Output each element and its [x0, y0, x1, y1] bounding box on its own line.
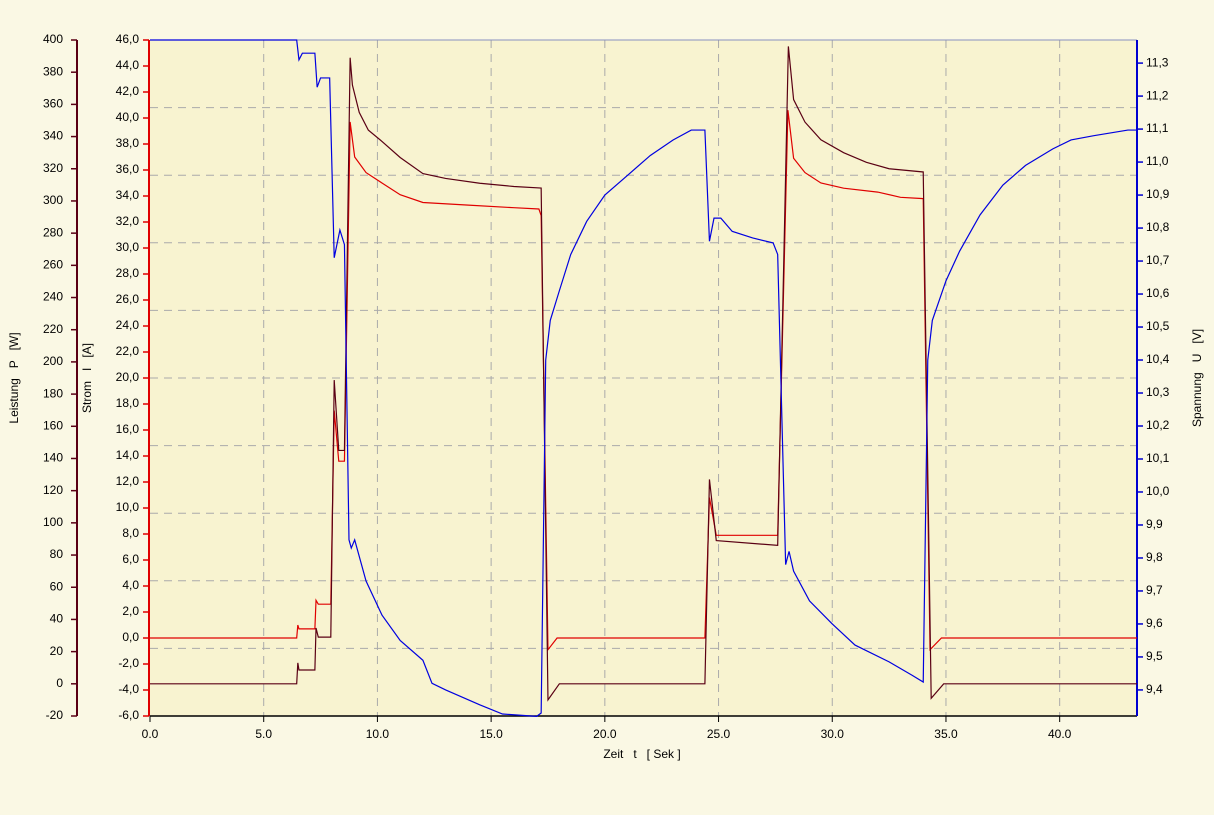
- y-tick-label: 140: [43, 451, 63, 465]
- y-tick-label: 8,0: [122, 526, 139, 540]
- y-tick-label: 20,0: [116, 370, 140, 384]
- y-tick-label: 100: [43, 515, 63, 529]
- y-tick-label: 300: [43, 193, 63, 207]
- y-tick-label: 18,0: [116, 396, 140, 410]
- y-tick-label: 340: [43, 129, 63, 143]
- y-tick-label: 9,9: [1146, 517, 1163, 531]
- y-tick-label: 60: [50, 579, 64, 593]
- y-axis-label: Spannung U [V]: [1190, 329, 1204, 427]
- y-tick-label: 9,5: [1146, 649, 1163, 663]
- y-tick-label: 10,8: [1146, 220, 1170, 234]
- y-tick-label: 220: [43, 322, 63, 336]
- y-tick-label: 11,1: [1146, 121, 1169, 135]
- y-tick-label: 44,0: [116, 58, 140, 72]
- y-tick-label: 4,0: [122, 578, 139, 592]
- x-tick-label: 5.0: [255, 727, 272, 741]
- y-tick-label: 320: [43, 161, 63, 175]
- y-tick-label: 2,0: [122, 604, 139, 618]
- y-tick-label: 22,0: [116, 344, 140, 358]
- y-tick-label: 200: [43, 354, 63, 368]
- y-tick-label: 10,6: [1146, 286, 1170, 300]
- x-tick-label: 0.0: [142, 727, 159, 741]
- y-tick-label: -4,0: [118, 682, 139, 696]
- series-line: [150, 39, 1137, 717]
- y-tick-label: 38,0: [116, 136, 140, 150]
- y-tick-label: 11,3: [1146, 55, 1169, 69]
- y-tick-label: 36,0: [116, 162, 140, 176]
- y-tick-label: 380: [43, 64, 63, 78]
- y-tick-label: 12,0: [116, 474, 140, 488]
- y-tick-label: 9,8: [1146, 550, 1163, 564]
- y-tick-label: 240: [43, 290, 63, 304]
- y-tick-label: 40: [50, 612, 64, 626]
- x-tick-label: 15.0: [479, 727, 503, 741]
- y-tick-label: 14,0: [116, 448, 140, 462]
- y-tick-label: 10,4: [1146, 352, 1170, 366]
- y-tick-label: 9,6: [1146, 616, 1163, 630]
- y-tick-label: 360: [43, 97, 63, 111]
- y-tick-label: 280: [43, 225, 63, 239]
- y-tick-label: 10,3: [1146, 385, 1170, 399]
- y-tick-label: 26,0: [116, 292, 140, 306]
- x-tick-label: 30.0: [821, 727, 845, 741]
- y-tick-label: 10,7: [1146, 253, 1170, 267]
- y-tick-label: 0,0: [122, 630, 139, 644]
- series-line: [150, 46, 1137, 702]
- x-tick-label: 35.0: [934, 727, 958, 741]
- y-tick-label: 11,0: [1146, 154, 1169, 168]
- series-line: [150, 110, 1137, 652]
- y-tick-label: 40,0: [116, 110, 140, 124]
- y-tick-label: 28,0: [116, 266, 140, 280]
- y-tick-label: 46,0: [116, 32, 140, 46]
- y-tick-label: 9,7: [1146, 583, 1163, 597]
- y-tick-label: 32,0: [116, 214, 140, 228]
- y-tick-label: 34,0: [116, 188, 140, 202]
- x-tick-label: 20.0: [593, 727, 617, 741]
- y-tick-label: 6,0: [122, 552, 139, 566]
- y-tick-label: 9,4: [1146, 682, 1163, 696]
- y-tick-label: 10,2: [1146, 418, 1170, 432]
- y-tick-label: 10,5: [1146, 319, 1170, 333]
- y-tick-label: -2,0: [118, 656, 139, 670]
- y-tick-label: -6,0: [118, 708, 139, 722]
- x-axis-label: Zeit t [ Sek ]: [603, 747, 680, 761]
- y-tick-label: 80: [50, 547, 64, 561]
- y-tick-label: 42,0: [116, 84, 140, 98]
- y-axis-label: Strom I [A]: [80, 343, 94, 413]
- y-tick-label: 180: [43, 386, 63, 400]
- y-tick-label: 11,2: [1146, 88, 1169, 102]
- y-tick-label: 0: [56, 676, 63, 690]
- y-tick-label: 120: [43, 483, 63, 497]
- y-tick-label: 30,0: [116, 240, 140, 254]
- x-tick-label: 10.0: [366, 727, 390, 741]
- y-tick-label: 20: [50, 644, 64, 658]
- y-tick-label: 10,1: [1146, 451, 1170, 465]
- x-tick-label: 40.0: [1048, 727, 1072, 741]
- y-tick-label: 10,0: [116, 500, 140, 514]
- y-tick-label: 24,0: [116, 318, 140, 332]
- y-tick-label: 260: [43, 258, 63, 272]
- y-tick-label: 400: [43, 32, 63, 46]
- y-tick-label: 16,0: [116, 422, 140, 436]
- y-tick-label: 10,9: [1146, 187, 1170, 201]
- y-axis-label: Leistung P [W]: [7, 332, 21, 423]
- y-tick-label: 10,0: [1146, 484, 1170, 498]
- y-tick-label: 160: [43, 418, 63, 432]
- x-tick-label: 25.0: [707, 727, 731, 741]
- y-tick-label: -20: [46, 708, 64, 722]
